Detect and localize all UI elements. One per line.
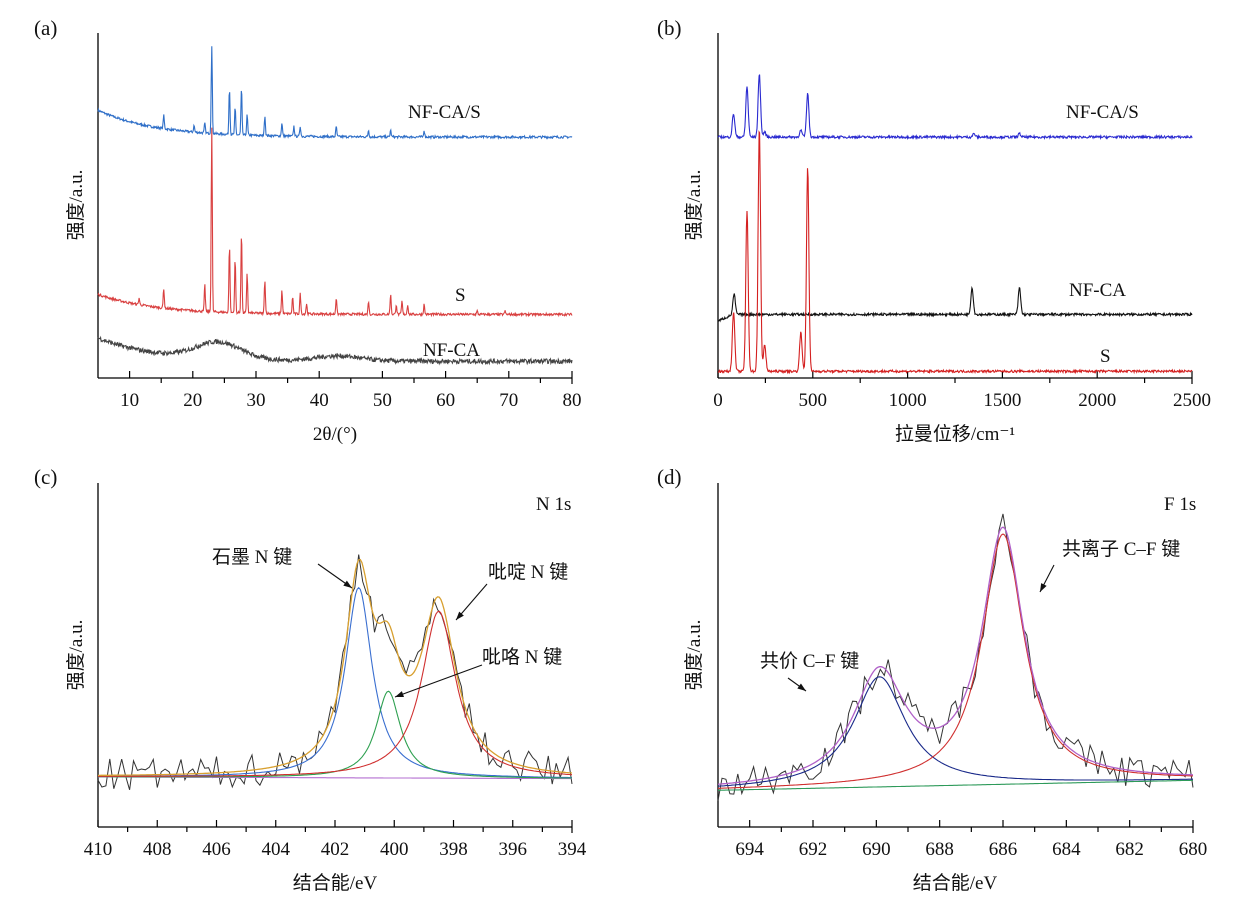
x-tick-label-d: 686	[989, 839, 1018, 860]
y-axis-label-d: 强度/a.u.	[683, 620, 705, 691]
x-tick-label-b: 0	[713, 390, 723, 411]
background-line-d	[718, 779, 1193, 791]
component-line-d-0	[717, 676, 1193, 787]
x-tick-label-c: 396	[499, 839, 528, 860]
x-tick-label-b: 500	[799, 390, 828, 411]
x-tick-label-b: 2500	[1173, 390, 1211, 411]
x-tick-label-c: 410	[84, 839, 113, 860]
annotation-graphitic-n: 石墨 N 键	[212, 546, 292, 568]
annotation-semi-ionic-cf: 共离子 C–F 键	[1062, 538, 1180, 560]
series-line-b-s	[718, 130, 1193, 375]
panel-label-c: (c)	[34, 465, 57, 489]
panel-label-a: (a)	[34, 16, 57, 40]
x-tick-label-d: 688	[925, 839, 954, 860]
raw-data-line-c	[97, 554, 573, 790]
y-axis-label-b: 强度/a.u.	[683, 170, 705, 241]
series-label-a-nfcas: NF-CA/S	[408, 102, 481, 123]
arrow-covalent-cf-head	[797, 683, 806, 691]
arrow-graphitic-n-head	[343, 580, 352, 588]
y-axis-label-a: 强度/a.u.	[65, 170, 87, 241]
x-tick-label-d: 680	[1179, 839, 1208, 860]
y-axis-label-c: 强度/a.u.	[65, 620, 87, 691]
arrow-semi-ionic-cf-head	[1040, 583, 1047, 592]
x-axis-label-b: 拉曼位移/cm⁻¹	[895, 423, 1016, 445]
annotation-covalent-cf: 共价 C–F 键	[760, 650, 859, 672]
x-tick-label-c: 406	[202, 839, 231, 860]
x-axis-label-d: 结合能/eV	[913, 872, 998, 894]
envelope-line-c	[98, 558, 573, 777]
series-line-b-nfcas	[717, 74, 1193, 141]
x-tick-label-a: 70	[499, 390, 518, 411]
x-tick-label-d: 682	[1115, 839, 1144, 860]
x-tick-label-b: 1500	[983, 390, 1021, 411]
x-tick-label-d: 690	[862, 839, 891, 860]
panel-title-c: N 1s	[536, 494, 571, 515]
series-label-b-nfca: NF-CA	[1069, 280, 1126, 301]
x-tick-label-b: 1000	[889, 390, 927, 411]
x-tick-label-c: 408	[143, 839, 172, 860]
x-tick-label-a: 50	[373, 390, 392, 411]
series-line-b-nfca	[717, 285, 1193, 323]
x-tick-label-d: 692	[799, 839, 828, 860]
series-label-b-nfcas: NF-CA/S	[1066, 102, 1139, 123]
series-line-a-nfca	[97, 335, 573, 366]
component-line-c-2	[98, 610, 573, 777]
component-line-d-1	[718, 533, 1193, 789]
x-tick-label-a: 40	[310, 390, 329, 411]
x-tick-label-c: 398	[439, 839, 468, 860]
series-label-b-s: S	[1100, 346, 1111, 367]
series-line-a-s	[97, 127, 573, 318]
x-axis-label-a: 2θ/(°)	[313, 424, 357, 445]
arrow-pyrrolic-n	[394, 664, 483, 698]
x-tick-label-d: 684	[1052, 839, 1081, 860]
x-tick-label-c: 402	[321, 839, 350, 860]
panel-label-b: (b)	[657, 16, 682, 40]
x-tick-label-d: 694	[735, 839, 764, 860]
panel-title-d: F 1s	[1164, 494, 1196, 515]
annotation-pyridinic-n: 吡啶 N 键	[488, 561, 568, 583]
x-tick-label-b: 2000	[1078, 390, 1116, 411]
x-tick-label-a: 80	[563, 390, 582, 411]
x-tick-label-a: 60	[436, 390, 455, 411]
envelope-line-d	[717, 526, 1193, 785]
arrow-pyrrolic-n-head	[395, 691, 404, 697]
x-tick-label-a: 10	[120, 390, 139, 411]
panel-label-d: (d)	[657, 465, 682, 489]
x-tick-label-c: 400	[380, 839, 409, 860]
series-label-a-nfca: NF-CA	[423, 340, 480, 361]
series-label-a-s: S	[455, 285, 466, 306]
x-axis-label-c: 结合能/eV	[293, 872, 378, 894]
annotation-pyrrolic-n: 吡咯 N 键	[482, 646, 562, 668]
x-tick-label-a: 20	[183, 390, 202, 411]
x-tick-label-c: 394	[558, 839, 587, 860]
x-tick-label-a: 30	[247, 390, 266, 411]
x-tick-label-c: 404	[262, 839, 291, 860]
arrow-pyridinic-n-head	[456, 611, 464, 620]
series-line-a-nfcas	[97, 46, 573, 141]
component-line-c-0	[98, 586, 572, 779]
